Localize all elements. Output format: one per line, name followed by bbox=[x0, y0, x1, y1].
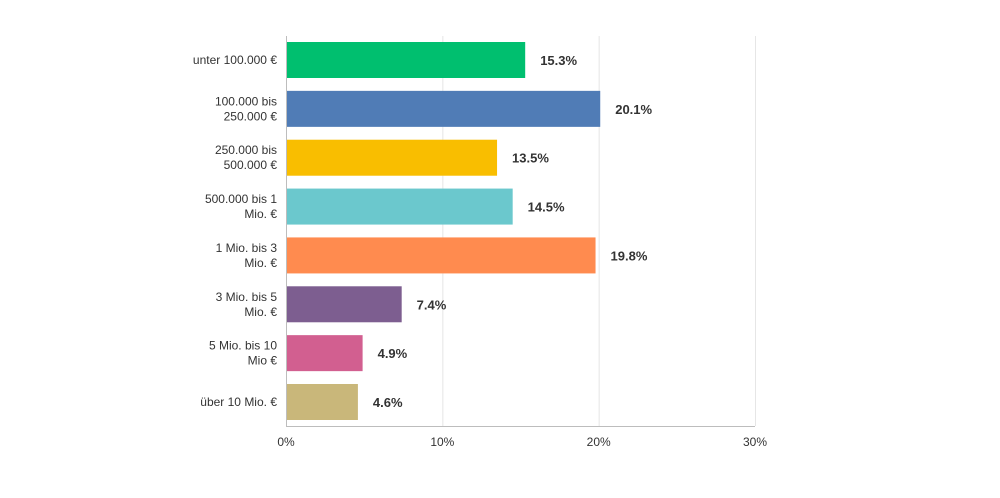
data-label: 20.1% bbox=[615, 102, 652, 117]
data-label: 4.9% bbox=[378, 346, 408, 361]
x-tick-label: 30% bbox=[743, 435, 767, 449]
bar bbox=[287, 188, 513, 225]
category-label: 250.000 bis 500.000 € bbox=[215, 143, 277, 172]
category-label-line: Mio. € bbox=[244, 256, 277, 270]
bar bbox=[287, 383, 358, 420]
category-label-line: 500.000 bis 1 bbox=[205, 192, 277, 206]
category-label: 100.000 bis 250.000 € bbox=[215, 94, 277, 123]
bar bbox=[287, 90, 601, 127]
category-label: unter 100.000 € bbox=[193, 53, 277, 67]
x-tick-label: 20% bbox=[587, 435, 611, 449]
category-label-line: Mio. € bbox=[244, 207, 277, 221]
data-label: 13.5% bbox=[512, 151, 549, 166]
category-label-line: 1 Mio. bis 3 bbox=[216, 241, 278, 255]
data-label: 15.3% bbox=[540, 53, 577, 68]
category-label-line: Mio € bbox=[248, 354, 278, 368]
bar bbox=[287, 42, 526, 78]
category-label: über 10 Mio. € bbox=[200, 395, 277, 409]
category-label: 1 Mio. bis 3 Mio. € bbox=[216, 241, 278, 270]
category-label-line: 100.000 bis bbox=[215, 94, 277, 108]
category-label-line: 250.000 bis bbox=[215, 143, 277, 157]
bar bbox=[287, 139, 498, 176]
bar bbox=[287, 286, 402, 323]
category-label-line: Mio. € bbox=[244, 305, 277, 319]
data-label: 19.8% bbox=[611, 248, 648, 263]
x-tick-label: 0% bbox=[277, 435, 295, 449]
bar bbox=[287, 335, 363, 372]
category-label-line: 500.000 € bbox=[224, 158, 278, 172]
category-label-line: unter 100.000 € bbox=[193, 53, 277, 67]
category-label: 5 Mio. bis 10 Mio € bbox=[209, 339, 277, 368]
category-label-line: 250.000 € bbox=[224, 109, 278, 123]
category-label: 500.000 bis 1 Mio. € bbox=[205, 192, 277, 221]
category-label-line: 5 Mio. bis 10 bbox=[209, 339, 277, 353]
category-label-line: 3 Mio. bis 5 bbox=[216, 290, 278, 304]
category-label-line: über 10 Mio. € bbox=[200, 395, 277, 409]
data-label: 7.4% bbox=[417, 297, 447, 312]
data-label: 14.5% bbox=[528, 200, 565, 215]
x-tick-label: 10% bbox=[430, 435, 454, 449]
data-label: 4.6% bbox=[373, 395, 403, 410]
bar bbox=[287, 237, 596, 274]
category-label: 3 Mio. bis 5 Mio. € bbox=[216, 290, 278, 319]
